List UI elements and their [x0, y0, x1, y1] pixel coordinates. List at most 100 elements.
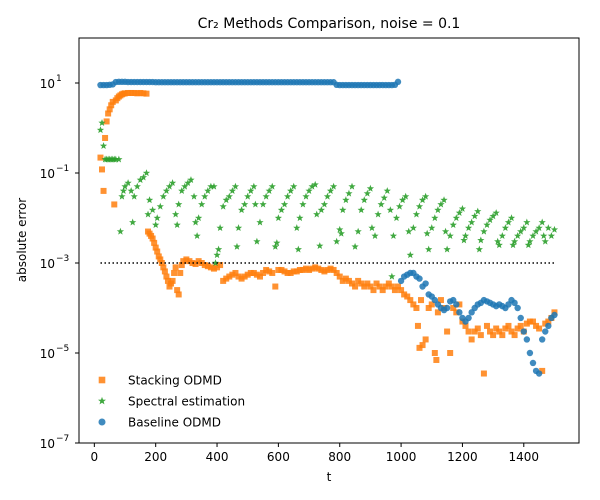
data-point [166, 283, 173, 290]
data-point [268, 182, 276, 190]
data-point [195, 214, 203, 222]
data-point [413, 305, 420, 311]
data-point [153, 214, 161, 222]
data-point [468, 218, 476, 226]
data-point [161, 268, 168, 275]
data-point [336, 225, 344, 233]
data-point [428, 301, 435, 308]
data-point [526, 318, 533, 325]
data-point [392, 214, 401, 222]
data-point [144, 210, 152, 218]
chart-title: Cr₂ Methods Comparison, noise = 0.1 [198, 16, 461, 32]
data-point [99, 142, 108, 149]
data-point [152, 244, 159, 251]
series-circle [97, 78, 558, 377]
data-point [180, 258, 187, 265]
data-point [137, 89, 144, 96]
data-point [98, 119, 106, 126]
data-point [380, 194, 388, 201]
data-point [235, 273, 242, 280]
data-point [198, 200, 206, 208]
data-point [477, 236, 485, 244]
data-point [446, 232, 454, 239]
data-point [237, 206, 246, 214]
data-point [223, 275, 230, 282]
x-axis: 0 200 400 600 800 1000 1200 1400 [91, 443, 540, 464]
data-point [178, 187, 186, 194]
data-point [272, 283, 279, 290]
data-point [399, 196, 407, 204]
data-point [517, 314, 524, 322]
data-point [143, 90, 150, 97]
data-point [111, 201, 118, 208]
y-tick-exponent: −1 [56, 164, 69, 174]
data-point [410, 301, 417, 308]
data-point [247, 269, 254, 276]
data-point [103, 118, 110, 125]
data-point [542, 320, 549, 327]
data-point [162, 187, 171, 194]
x-tick-label: 800 [328, 450, 351, 464]
y-tick-exponent: −3 [56, 254, 69, 264]
data-point [250, 269, 257, 276]
data-point [238, 275, 245, 282]
data-point [320, 200, 329, 208]
data-point [336, 273, 343, 280]
x-tick-label: 400 [206, 450, 229, 464]
data-point [250, 182, 258, 190]
data-point [149, 235, 156, 242]
data-point [281, 268, 288, 275]
data-point [259, 200, 267, 208]
data-point [115, 155, 123, 163]
data-point [437, 200, 445, 208]
data-point [405, 227, 413, 235]
data-point [458, 205, 467, 212]
data-point [311, 180, 319, 188]
data-point [256, 273, 263, 280]
series-star [96, 119, 559, 280]
data-point [511, 299, 518, 307]
data-point [302, 192, 310, 200]
data-point [214, 245, 223, 253]
data-point [296, 214, 304, 222]
data-point [204, 263, 211, 270]
data-point [498, 232, 506, 239]
data-point [96, 126, 105, 134]
data-point [370, 287, 377, 294]
y-tick-exponent: 1 [56, 74, 62, 84]
y-tick-label: 10 [40, 167, 55, 181]
data-point [164, 277, 171, 284]
y-axis-label: absolute error [15, 198, 29, 283]
data-point [425, 305, 432, 311]
data-point [284, 269, 291, 276]
data-point [414, 322, 421, 329]
data-point [251, 200, 259, 208]
y-tick-label: 10 [40, 257, 55, 271]
data-point [394, 78, 402, 86]
y-tick-label: 10 [40, 347, 55, 361]
data-point [122, 90, 129, 97]
data-point [184, 179, 192, 187]
data-point [181, 182, 189, 190]
data-point [355, 277, 362, 284]
data-point [119, 187, 128, 194]
data-point [290, 268, 297, 275]
legend-marker [98, 418, 106, 426]
data-point [529, 232, 537, 239]
data-point [191, 218, 200, 226]
x-tick-label: 1400 [509, 450, 540, 464]
data-point [505, 322, 512, 329]
data-point [165, 182, 174, 190]
data-point [395, 283, 402, 290]
data-point [493, 325, 500, 332]
data-point [368, 224, 376, 232]
data-point [501, 224, 509, 232]
data-point [290, 182, 298, 190]
data-point [168, 179, 177, 187]
data-point [374, 210, 382, 218]
data-point [409, 224, 417, 232]
data-point [106, 106, 113, 113]
data-point [217, 262, 224, 269]
data-point [201, 192, 209, 200]
data-point [318, 266, 325, 273]
